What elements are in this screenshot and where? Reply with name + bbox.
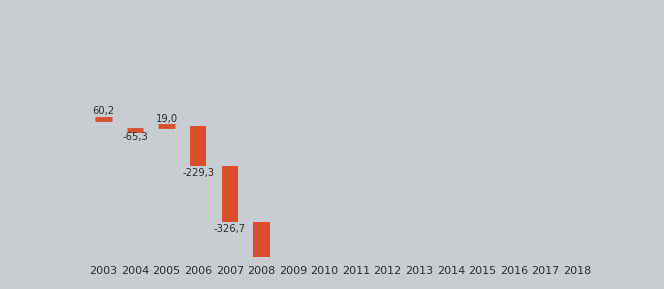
Bar xyxy=(190,127,207,166)
Text: -229,3: -229,3 xyxy=(182,168,214,178)
Text: 19,0: 19,0 xyxy=(155,114,178,124)
Text: -65,3: -65,3 xyxy=(122,132,148,142)
Bar xyxy=(222,166,238,222)
Text: -326,7: -326,7 xyxy=(214,224,246,234)
Bar xyxy=(253,222,270,289)
Text: 60,2: 60,2 xyxy=(92,106,115,116)
